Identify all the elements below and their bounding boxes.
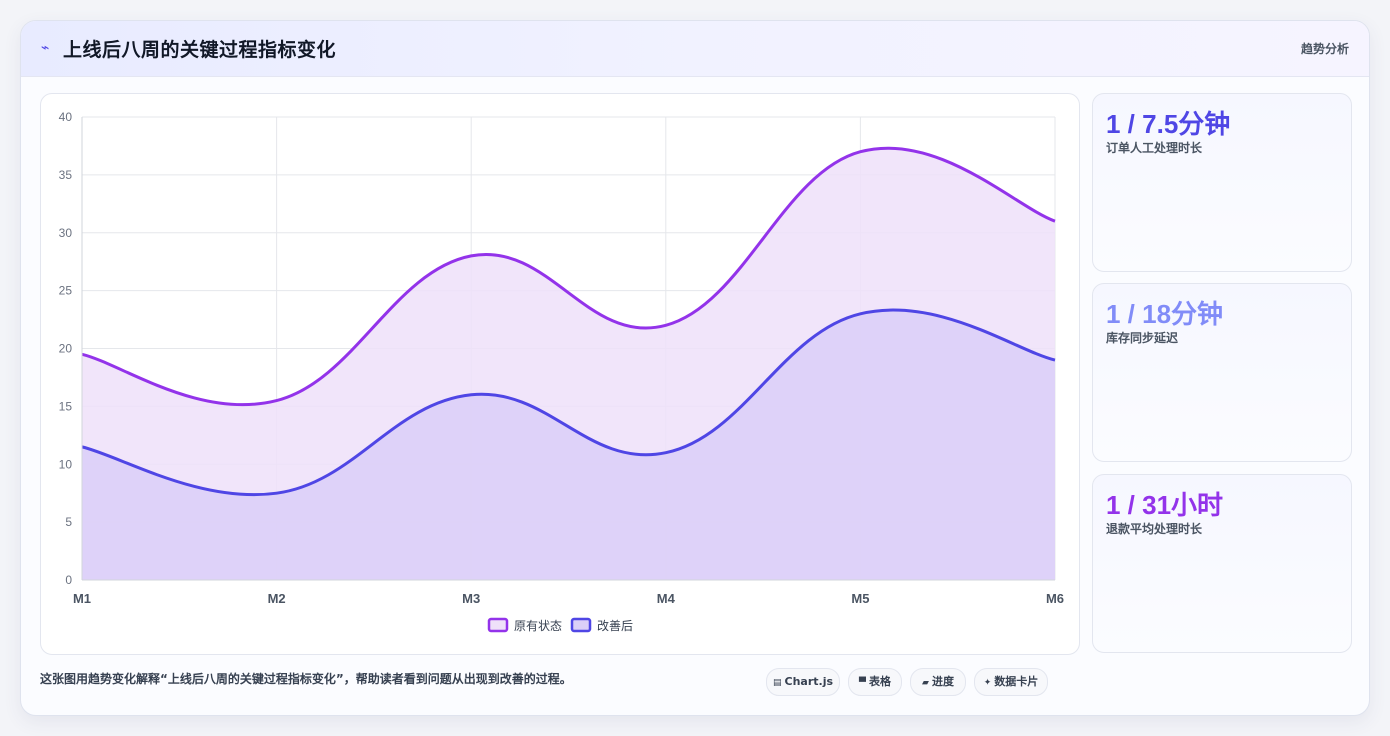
trend-analysis-tag: 趋势分析 [1300, 42, 1349, 56]
area-chart: 0 5 10 15 20 25 30 35 40 M1 M2 M3 M4 M5 M6 原有状态 改善后 [59, 110, 1064, 633]
dashboard-card: ⌁ 上线后八周的关键过程指标变化 趋势分析 0 5 10 15 20 25 30 35 40 M1… [20, 20, 1370, 716]
series-area-1 [82, 310, 1055, 580]
y-tick-label: 0 [65, 573, 72, 587]
x-tick-label: M3 [462, 591, 480, 606]
kpi-label: 退款平均处理时长 [1106, 522, 1203, 536]
kpi-value: 1 / 18分钟 [1106, 299, 1224, 329]
kpi-label: 库存同步延迟 [1106, 331, 1179, 345]
x-tick-label: M6 [1046, 591, 1064, 606]
y-tick-label: 25 [59, 284, 73, 298]
y-tick-label: 20 [59, 342, 73, 356]
y-tick-label: 15 [59, 399, 73, 413]
chart-caption: 这张图用趋势变化解释“上线后八周的关键过程指标变化”，帮助读者看到问题从出现到改… [40, 672, 572, 686]
kpi-value: 1 / 7.5分钟 [1106, 109, 1231, 139]
legend-label-1: 改善后 [597, 618, 633, 633]
kpi-card-inventory: 1 / 18分钟 库存同步延迟 [1092, 283, 1352, 462]
progress-icon: ▰ [922, 678, 929, 688]
kpi-card-refund: 1 / 31小时 退款平均处理时长 [1092, 474, 1352, 653]
chip-table[interactable]: ▀ 表格 [848, 668, 902, 696]
table-icon: ▀ [859, 678, 866, 688]
chip-chartjs[interactable]: ▤ Chart.js [766, 668, 840, 696]
trend-line-icon: ⌁ [41, 40, 50, 56]
y-tick-label: 30 [59, 226, 73, 240]
page-title: 上线后八周的关键过程指标变化 [63, 39, 337, 61]
legend-label-0: 原有状态 [514, 619, 562, 633]
y-tick-label: 5 [65, 515, 72, 529]
y-tick-label: 40 [59, 110, 73, 124]
chip-data-card[interactable]: ✦ 数据卡片 [974, 668, 1048, 696]
kpi-label: 订单人工处理时长 [1106, 141, 1203, 155]
kpi-card-order: 1 / 7.5分钟 订单人工处理时长 [1092, 93, 1352, 272]
sparkle-icon: ✦ [983, 678, 992, 688]
x-tick-label: M2 [268, 591, 286, 606]
card-header: ⌁ 上线后八周的关键过程指标变化 趋势分析 [21, 21, 1369, 77]
y-tick-label: 35 [59, 168, 73, 182]
chart-panel: 0 5 10 15 20 25 30 35 40 M1 M2 M3 M4 M5 M6 原有状态 改善后 [40, 93, 1080, 655]
y-tick-label: 10 [59, 457, 73, 471]
x-tick-label: M1 [73, 591, 91, 606]
legend-swatch-1 [570, 617, 592, 633]
legend-swatch-0 [487, 617, 509, 633]
series-line-0 [81, 146, 1056, 407]
chip-progress[interactable]: ▰ 进度 [910, 668, 966, 696]
kpi-value: 1 / 31小时 [1106, 490, 1224, 520]
chart-icon: ▤ [772, 678, 782, 688]
series-line-1 [81, 308, 1056, 497]
x-tick-label: M4 [657, 591, 676, 606]
x-tick-label: M5 [851, 591, 869, 606]
